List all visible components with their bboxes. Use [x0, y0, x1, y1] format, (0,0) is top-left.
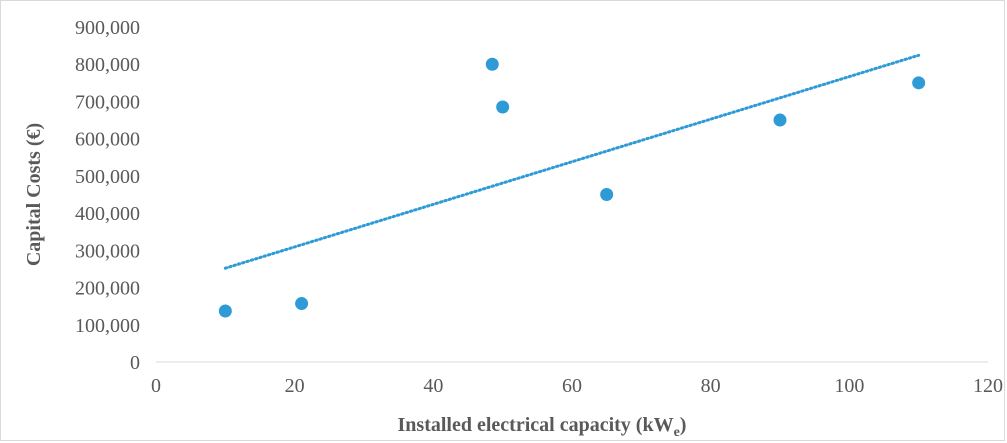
y-tick-label: 0 — [130, 352, 140, 374]
data-point — [295, 297, 309, 311]
y-tick-label: 800,000 — [75, 54, 140, 76]
x-tick-label: 100 — [834, 375, 864, 397]
y-tick-label: 200,000 — [75, 278, 140, 300]
y-tick-label: 300,000 — [75, 240, 140, 262]
data-point — [496, 100, 510, 114]
y-tick-label: 500,000 — [75, 166, 140, 188]
y-tick-label: 900,000 — [75, 17, 140, 39]
data-point — [912, 76, 926, 90]
data-point — [485, 57, 499, 71]
x-axis-title-suffix: ) — [680, 414, 687, 436]
data-point — [218, 304, 232, 318]
axes-group: 0 100,000 200,000 300,000 400,000 500,000 600,… — [75, 17, 1003, 397]
y-tick-label: 700,000 — [75, 91, 140, 113]
x-tick-label: 60 — [562, 375, 582, 397]
data-point — [600, 188, 614, 201]
trendline-group — [223, 53, 921, 270]
x-axis-title-main: Installed electrical capacity (kW — [398, 414, 674, 436]
x-axis-title: Installed electrical capacity (kWe) — [398, 414, 687, 440]
x-tick-label: 80 — [701, 375, 721, 397]
y-tick-label: 600,000 — [75, 129, 140, 151]
y-tick-label: 100,000 — [75, 315, 140, 337]
y-axis-title: Capital Costs (€) — [23, 123, 45, 266]
x-tick-label: 40 — [423, 375, 443, 397]
y-tick-label: 400,000 — [75, 203, 140, 225]
x-tick-label: 0 — [151, 375, 161, 397]
x-tick-label: 120 — [973, 375, 1003, 397]
x-tick-label: 20 — [285, 375, 305, 397]
points-group — [218, 57, 926, 318]
x-axis-title-subscript: e — [674, 425, 680, 440]
trendline — [223, 53, 921, 270]
data-point — [773, 113, 787, 127]
